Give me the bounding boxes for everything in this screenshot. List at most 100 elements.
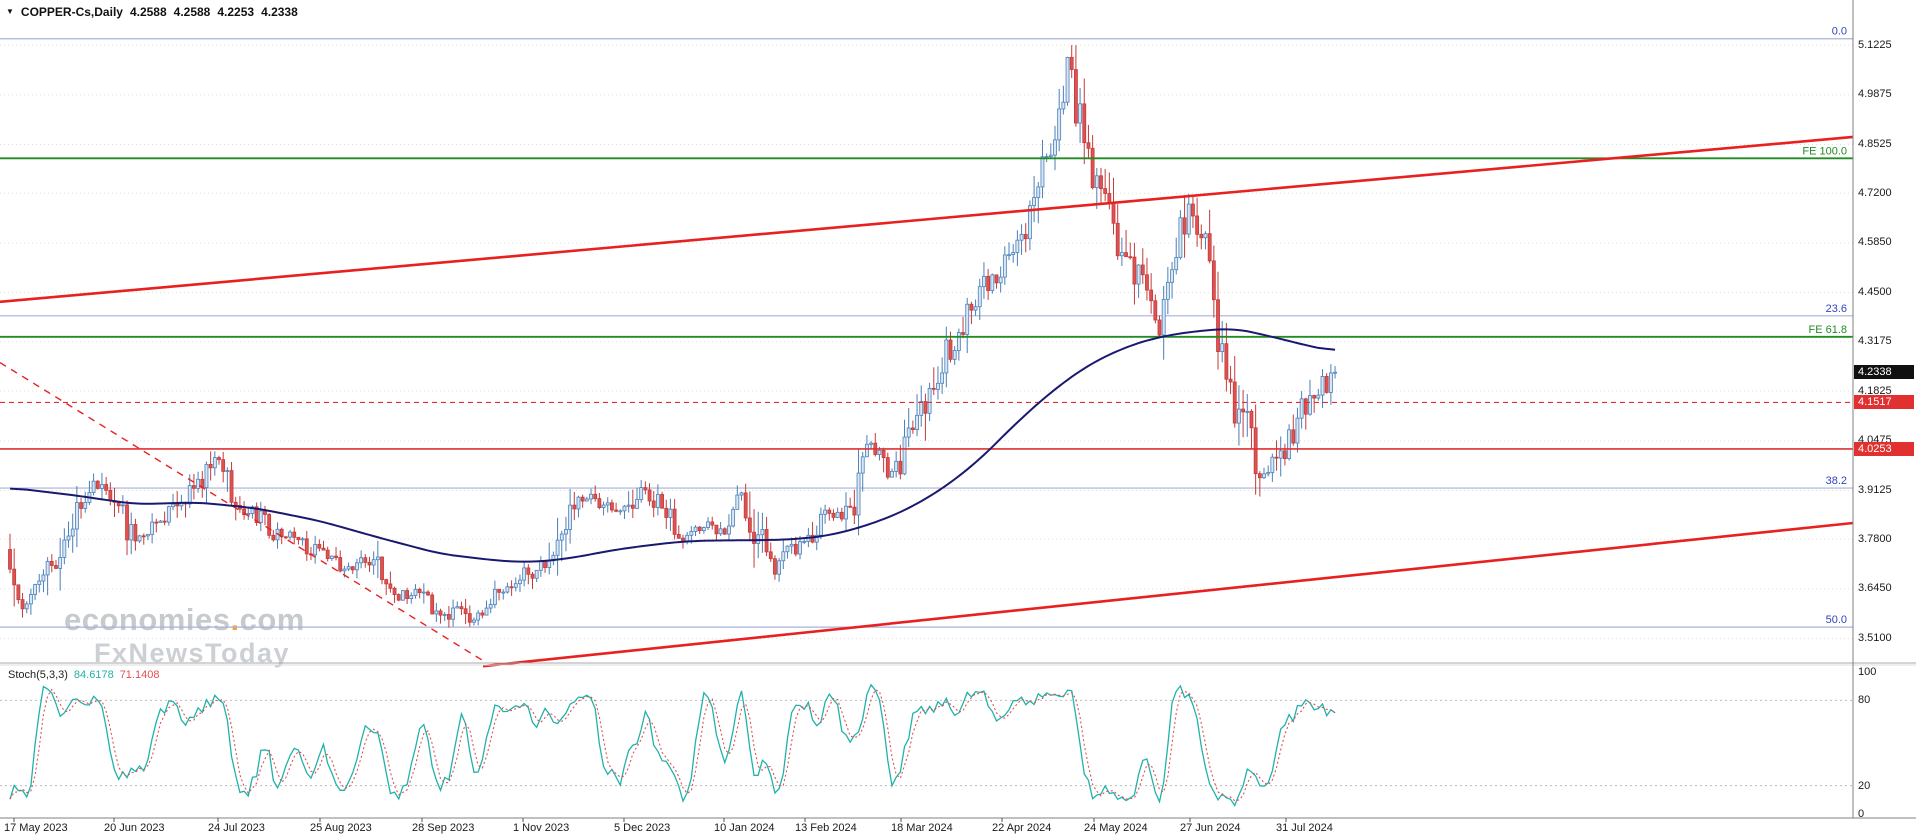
candle-body xyxy=(62,539,67,558)
date-label: 10 Jan 2024 xyxy=(714,822,775,834)
candle-body xyxy=(823,509,827,515)
candle-body xyxy=(676,533,681,539)
fib-label-50-0: 50.0 xyxy=(1826,614,1847,626)
candle-body xyxy=(1320,376,1325,396)
price-axis-label: 4.7200 xyxy=(1858,186,1892,199)
candle-body xyxy=(162,520,167,523)
candle-body xyxy=(1220,343,1225,352)
candle-body xyxy=(396,594,401,601)
candle-body xyxy=(292,531,297,538)
candle-body xyxy=(848,505,853,508)
candle-body xyxy=(727,525,731,535)
date-label: 22 Apr 2024 xyxy=(992,822,1052,834)
candle-body xyxy=(95,480,100,489)
price-axis-label: 5.1225 xyxy=(1858,38,1892,51)
fib-label-0-0: 0.0 xyxy=(1832,26,1847,38)
candle-body xyxy=(1270,456,1275,473)
candle-body xyxy=(430,594,435,615)
ohlc-low: 4.2253 xyxy=(217,5,255,19)
candle-body xyxy=(844,505,848,520)
price-axis-label: 4.3175 xyxy=(1858,334,1892,347)
candle-body xyxy=(1266,472,1271,475)
candle-body xyxy=(33,584,37,595)
candle-body xyxy=(618,510,623,513)
candle-body xyxy=(1174,257,1179,271)
candle-body xyxy=(668,508,673,518)
candle-body xyxy=(66,535,71,541)
candle-body xyxy=(1099,175,1103,190)
candle-body xyxy=(1040,156,1045,188)
candle-body xyxy=(196,478,201,489)
fe-label-FE-61-8: FE 61.8 xyxy=(1808,324,1847,336)
candle-body xyxy=(1278,450,1283,459)
date-label: 13 Feb 2024 xyxy=(795,822,857,834)
candle-body xyxy=(647,489,652,502)
candle-body xyxy=(589,493,593,500)
candle-body xyxy=(125,504,129,541)
candle-body xyxy=(1237,408,1241,424)
candle-body xyxy=(426,591,430,596)
candle-body xyxy=(1203,233,1208,239)
candle-body xyxy=(689,531,694,536)
price-badge-4.0253: 4.0253 xyxy=(1854,441,1914,456)
candle-body xyxy=(1170,269,1174,283)
candle-body xyxy=(1241,408,1245,413)
price-axis[interactable]: 5.1225 4.9875 4.8525 4.7200 4.5850 4.4500 4.31… xyxy=(1854,0,1916,818)
candle-body xyxy=(1303,398,1308,415)
indicator-k-value: 84.6178 xyxy=(73,669,114,681)
candle-body xyxy=(860,456,865,474)
candle-body xyxy=(986,275,991,291)
candle-body xyxy=(898,460,903,475)
price-axis-label: 4.4500 xyxy=(1858,286,1892,299)
candle-body xyxy=(187,485,192,505)
candle-body xyxy=(1032,197,1036,207)
candle-body xyxy=(626,504,631,507)
watermark-brand-name: economies xyxy=(64,602,231,637)
price-badge-4.2338: 4.2338 xyxy=(1854,365,1914,380)
candle-body xyxy=(28,594,33,605)
candle-body xyxy=(940,372,945,384)
ohlc-open: 4.2588 xyxy=(129,5,167,19)
stoch-axis-label: 0 xyxy=(1858,808,1865,820)
candle-body xyxy=(1048,154,1053,157)
candle-body xyxy=(1191,203,1195,217)
candle-body xyxy=(701,527,706,532)
candle-body xyxy=(902,436,907,475)
candle-body xyxy=(317,544,322,549)
candle-body xyxy=(1086,142,1091,149)
candle-body xyxy=(304,538,309,555)
candle-body xyxy=(747,517,752,533)
symbol-marker-icon: ▼ xyxy=(6,7,14,16)
date-label: 5 Dec 2023 xyxy=(614,822,671,834)
candle-body xyxy=(998,276,1003,284)
candle-body xyxy=(559,533,564,541)
candle-body xyxy=(263,510,267,515)
candle-body xyxy=(1287,429,1291,460)
time-axis[interactable]: 17 May 2023 20 Jun 2023 24 Jul 2023 25 Aug … xyxy=(0,818,1916,840)
candle-body xyxy=(973,306,978,311)
candle-body xyxy=(1245,410,1250,413)
candle-body xyxy=(1111,201,1116,224)
candle-body xyxy=(664,507,669,518)
candle-body xyxy=(405,590,410,599)
candle-body xyxy=(212,457,217,469)
candle-body xyxy=(501,591,506,594)
candle-body xyxy=(1036,186,1041,198)
candle-body xyxy=(1053,139,1057,156)
candle-body xyxy=(793,543,798,555)
candle-body xyxy=(438,610,443,616)
candle-body xyxy=(1140,264,1145,276)
candle-body xyxy=(1199,233,1204,239)
candle-body xyxy=(1262,473,1266,479)
price-axis-label: 3.6450 xyxy=(1858,582,1892,595)
fib-label-23-6: 23.6 xyxy=(1826,303,1847,315)
candle-body xyxy=(852,506,857,516)
candle-body xyxy=(1165,281,1170,300)
candle-body xyxy=(789,543,794,547)
candle-body xyxy=(300,538,305,541)
candle-body xyxy=(254,506,259,523)
candle-body xyxy=(672,508,677,535)
candle-body xyxy=(919,401,924,416)
candle-body xyxy=(714,524,719,535)
